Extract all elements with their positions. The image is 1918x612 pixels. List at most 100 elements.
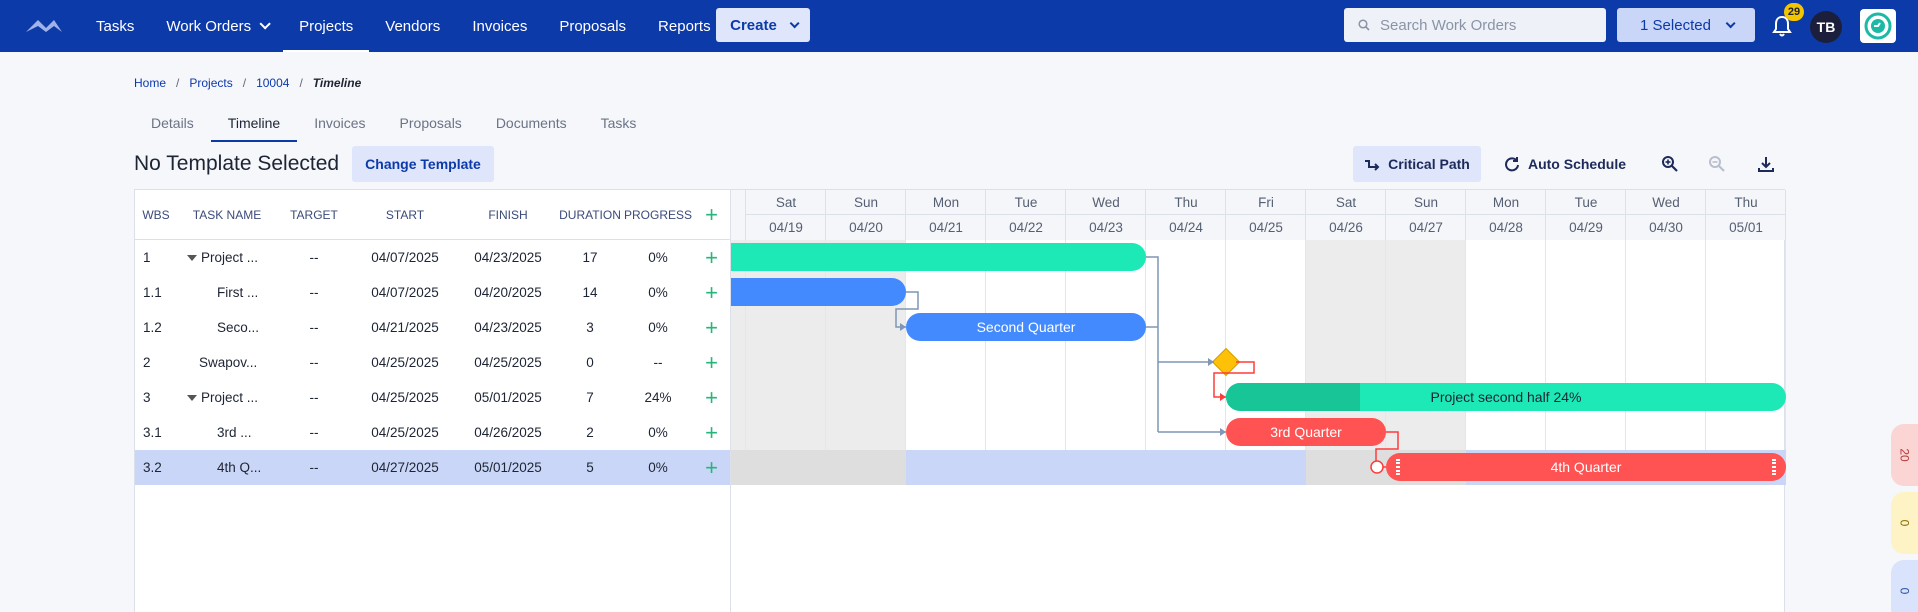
header-wbs[interactable]: WBS bbox=[142, 208, 170, 222]
table-row[interactable]: 1 Project ... -- 04/07/2025 04/23/2025 17 0% + bbox=[135, 240, 730, 275]
zoom-in-button[interactable] bbox=[1656, 146, 1692, 182]
plus-icon: + bbox=[705, 384, 718, 410]
add-subtask-button[interactable]: + bbox=[693, 240, 730, 275]
timeline-day-header: Sun 04/20 bbox=[826, 190, 906, 240]
zoom-in-icon bbox=[1662, 156, 1678, 172]
timeline-selected-weekend bbox=[826, 450, 906, 485]
cell-start: 04/21/2025 bbox=[351, 310, 459, 345]
resize-handle-left[interactable] bbox=[1396, 459, 1400, 475]
refresh-icon bbox=[1505, 157, 1519, 172]
table-row[interactable]: 3 Project ... -- 04/25/2025 05/01/2025 7 24% + bbox=[135, 380, 730, 415]
cell-progress: -- bbox=[623, 345, 693, 380]
side-counter-yellow[interactable]: 0 bbox=[1891, 492, 1918, 554]
cell-target: -- bbox=[277, 345, 351, 380]
header-finish[interactable]: FINISH bbox=[488, 208, 528, 222]
gantt-bar-third-quarter[interactable]: 3rd Quarter bbox=[1226, 418, 1386, 446]
breadcrumb-project-id[interactable]: 10004 bbox=[256, 76, 290, 90]
tab-documents[interactable]: Documents bbox=[495, 115, 567, 131]
nav-item-label: Tasks bbox=[96, 17, 135, 35]
plus-icon: + bbox=[705, 202, 718, 227]
link-first-to-second[interactable] bbox=[895, 291, 919, 328]
table-row[interactable]: 2 Swapov... -- 04/25/2025 04/25/2025 0 -- + bbox=[135, 345, 730, 380]
cell-start-text: 04/21/2025 bbox=[371, 320, 439, 335]
search-input[interactable] bbox=[1380, 16, 1600, 34]
critical-path-label: Critical Path bbox=[1388, 156, 1470, 172]
collapse-caret-icon[interactable] bbox=[187, 254, 197, 261]
gantt-bar-project-second-half[interactable]: Project second half 24% bbox=[1226, 383, 1786, 411]
breadcrumb-projects[interactable]: Projects bbox=[189, 76, 233, 90]
nav-item-projects[interactable]: Projects bbox=[283, 0, 370, 52]
cell-name-text: First ... bbox=[217, 285, 259, 300]
table-row[interactable]: 1.2 Seco... -- 04/21/2025 04/23/2025 3 0% + bbox=[135, 310, 730, 345]
create-button[interactable]: Create bbox=[716, 8, 810, 42]
side-counter-red-value: 20 bbox=[1897, 448, 1912, 462]
link-arrow-icon bbox=[900, 323, 906, 331]
header-duration[interactable]: DURATION bbox=[559, 208, 621, 222]
header-target[interactable]: TARGET bbox=[290, 208, 338, 222]
link-project-first-half-out[interactable] bbox=[1146, 256, 1159, 432]
cell-duration-text: 2 bbox=[586, 425, 594, 440]
side-counter-blue[interactable]: 0 bbox=[1891, 560, 1918, 612]
header-start[interactable]: START bbox=[385, 208, 425, 222]
breadcrumb-home[interactable]: Home bbox=[134, 76, 167, 90]
cell-progress: 0% bbox=[623, 450, 693, 485]
add-subtask-button[interactable]: + bbox=[693, 275, 730, 310]
add-subtask-button[interactable]: + bbox=[693, 310, 730, 345]
resize-handle-right[interactable] bbox=[1772, 459, 1776, 475]
link-milestone-to-second-half[interactable] bbox=[1213, 361, 1255, 398]
header-progress[interactable]: PROGRESS bbox=[623, 208, 692, 222]
zoom-out-button[interactable] bbox=[1703, 146, 1739, 182]
cell-start-text: 04/25/2025 bbox=[371, 355, 439, 370]
grid-divider[interactable] bbox=[730, 190, 731, 612]
tab-proposals[interactable]: Proposals bbox=[399, 115, 462, 131]
nav-item-invoices[interactable]: Invoices bbox=[456, 0, 543, 52]
nav-item-proposals[interactable]: Proposals bbox=[543, 0, 642, 52]
brand-badge[interactable] bbox=[1860, 9, 1896, 43]
gantt-bar-fourth-quarter[interactable]: 4th Quarter bbox=[1386, 453, 1786, 481]
auto-schedule-button[interactable]: Auto Schedule bbox=[1500, 146, 1630, 182]
timeline-day-name: Sun bbox=[1386, 190, 1466, 215]
header-task-name[interactable]: TASK NAME bbox=[192, 208, 262, 222]
nav-item-reports[interactable]: Reports bbox=[642, 0, 727, 52]
collapse-caret-icon[interactable] bbox=[187, 394, 197, 401]
add-subtask-button[interactable]: + bbox=[693, 345, 730, 380]
cell-progress: 0% bbox=[623, 415, 693, 450]
gantt-bar-fourth-quarter-label: 4th Quarter bbox=[1550, 459, 1622, 475]
add-task-button[interactable]: + bbox=[693, 190, 730, 240]
side-counter-red[interactable]: 20 bbox=[1891, 424, 1918, 486]
cell-finish-text: 05/01/2025 bbox=[474, 390, 542, 405]
table-row[interactable]: 3.1 3rd ... -- 04/25/2025 04/26/2025 2 0% + bbox=[135, 415, 730, 450]
timeline-day-name: Mon bbox=[906, 190, 986, 215]
link-arrow-icon bbox=[1208, 358, 1214, 366]
company-logo-icon[interactable] bbox=[24, 14, 64, 36]
timeline-day-header: Sat 04/26 bbox=[1306, 190, 1386, 240]
tab-tasks[interactable]: Tasks bbox=[600, 115, 637, 131]
add-subtask-button[interactable]: + bbox=[693, 380, 730, 415]
gantt-bar-second-quarter[interactable]: Second Quarter bbox=[906, 313, 1146, 341]
nav-item-work-orders[interactable]: Work Orders bbox=[150, 0, 283, 52]
cell-target-text: -- bbox=[309, 425, 319, 440]
nav-item-vendors[interactable]: Vendors bbox=[369, 0, 456, 52]
change-template-button[interactable]: Change Template bbox=[352, 146, 494, 182]
critical-path-button[interactable]: Critical Path bbox=[1353, 146, 1481, 182]
link-handle[interactable] bbox=[1370, 460, 1384, 474]
gantt-bar-project-first-half[interactable] bbox=[731, 243, 1146, 271]
tab-timeline[interactable]: Timeline bbox=[210, 108, 298, 142]
tab-invoices[interactable]: Invoices bbox=[314, 115, 366, 131]
search-box[interactable] bbox=[1344, 8, 1606, 42]
cell-finish: 04/23/2025 bbox=[459, 240, 557, 275]
add-subtask-button[interactable]: + bbox=[693, 415, 730, 450]
timeline-day-name: Wed bbox=[1066, 190, 1146, 215]
gantt-bar-first-quarter[interactable] bbox=[731, 278, 906, 306]
add-subtask-button[interactable]: + bbox=[693, 450, 730, 485]
selected-dropdown[interactable]: 1 Selected bbox=[1617, 8, 1755, 42]
table-row[interactable]: 1.1 First ... -- 04/07/2025 04/20/2025 14 0% + bbox=[135, 275, 730, 310]
user-avatar[interactable]: TB bbox=[1810, 11, 1842, 43]
table-row[interactable]: 3.2 4th Q... -- 04/27/2025 05/01/2025 5 0% + bbox=[135, 450, 730, 485]
nav-item-label: Reports bbox=[658, 17, 711, 35]
link-arrow-icon bbox=[1220, 393, 1226, 401]
nav-item-tasks[interactable]: Tasks bbox=[80, 0, 150, 52]
export-button[interactable] bbox=[1752, 146, 1788, 182]
tab-details[interactable]: Details bbox=[151, 115, 194, 131]
cell-finish: 05/01/2025 bbox=[459, 450, 557, 485]
